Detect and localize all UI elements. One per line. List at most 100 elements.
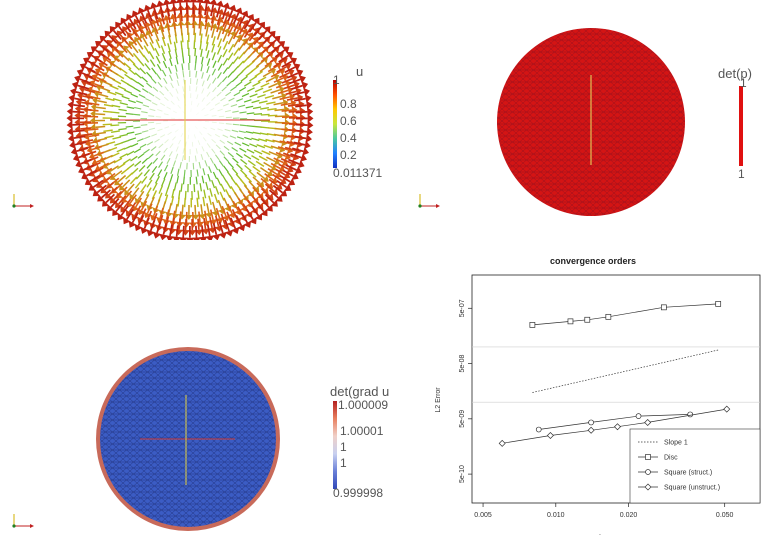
field-arrow — [109, 84, 119, 90]
field-arrow — [149, 127, 156, 131]
field-arrow-head — [275, 194, 283, 202]
field-arrow — [212, 77, 217, 84]
field-arrow — [261, 150, 271, 156]
field-arrow — [150, 77, 157, 84]
field-arrow — [118, 108, 127, 112]
field-arrow-head — [287, 178, 296, 186]
field-arrow-head — [205, 235, 215, 240]
field-arrow — [179, 17, 182, 29]
field-arrow — [279, 174, 291, 183]
field-arrow — [174, 129, 179, 133]
chart-title: convergence orders — [550, 256, 636, 266]
field-arrow — [87, 60, 99, 68]
field-arrow — [218, 122, 225, 124]
field-arrow — [148, 17, 154, 29]
field-arrow — [95, 106, 106, 110]
field-arrow — [234, 141, 242, 147]
field-arrow — [171, 189, 175, 198]
field-arrow — [113, 170, 123, 178]
field-arrow — [73, 135, 86, 139]
field-arrow — [149, 108, 156, 112]
field-arrow — [143, 194, 150, 204]
field-arrow — [236, 70, 244, 78]
field-arrow — [146, 141, 154, 146]
field-arrow-head — [276, 151, 283, 160]
field-arrow — [199, 10, 202, 22]
field-arrow — [271, 44, 282, 53]
field-arrow — [211, 36, 216, 46]
field-arrow — [209, 157, 214, 164]
field-arrow — [206, 151, 210, 158]
field-arrow — [216, 91, 222, 97]
field-arrow — [124, 190, 133, 200]
field-arrow — [163, 164, 169, 172]
field-arrow — [143, 45, 150, 54]
field-arrow — [89, 174, 101, 183]
field-arrow — [125, 172, 134, 180]
field-arrow — [239, 178, 248, 188]
field-arrow — [235, 152, 243, 159]
field-arrow — [214, 102, 220, 106]
field-arrow — [75, 91, 88, 96]
field-arrow-head — [99, 35, 107, 43]
field-arrow — [238, 15, 246, 27]
field-arrow-head — [252, 17, 260, 25]
field-arrow-head — [149, 214, 158, 221]
field-arrow — [78, 152, 90, 159]
mesh-plot-detp — [497, 28, 685, 216]
field-arrow — [211, 28, 216, 38]
field-arrow — [147, 26, 153, 37]
field-arrow — [262, 34, 273, 45]
field-arrow — [171, 217, 176, 229]
field-arrow — [206, 143, 211, 148]
field-arrow — [73, 104, 86, 108]
field-arrow-head — [224, 229, 234, 237]
field-arrow — [245, 131, 254, 134]
field-arrow — [152, 86, 159, 92]
field-arrow — [100, 86, 111, 92]
field-arrow — [174, 49, 178, 58]
field-arrow — [125, 125, 134, 128]
field-arrow — [166, 19, 171, 31]
series-line — [532, 303, 719, 326]
field-arrow-head — [134, 223, 143, 231]
field-arrow-head — [69, 140, 76, 149]
field-arrow — [215, 207, 221, 219]
field-arrow — [211, 114, 217, 117]
field-arrow — [257, 93, 266, 99]
field-arrow — [222, 16, 228, 27]
colorbar-title-detgradu: det(grad u — [330, 384, 390, 399]
field-arrow — [229, 135, 237, 139]
field-arrow-head — [280, 92, 287, 100]
field-arrow — [88, 134, 100, 138]
field-arrow — [134, 15, 142, 27]
field-arrow — [236, 163, 243, 171]
field-arrow — [93, 151, 105, 157]
field-arrow — [221, 23, 228, 35]
field-arrow — [217, 81, 223, 88]
field-arrow — [106, 160, 116, 167]
legend-label: Slope 1 — [664, 440, 688, 447]
field-arrow — [130, 155, 138, 162]
field-arrow — [202, 196, 206, 207]
field-arrow-head — [75, 159, 83, 168]
field-arrow-head — [284, 152, 291, 161]
field-arrow — [80, 158, 92, 165]
field-arrow — [147, 153, 154, 160]
field-arrow — [223, 165, 229, 173]
field-arrow — [243, 153, 252, 160]
field-arrow — [139, 143, 147, 149]
field-arrow — [140, 208, 147, 219]
field-arrow — [264, 193, 275, 204]
field-arrow — [136, 23, 143, 34]
field-arrow — [169, 143, 174, 149]
field-arrow — [294, 135, 307, 140]
field-arrow — [281, 78, 293, 84]
field-arrow — [132, 52, 141, 62]
field-arrow — [129, 194, 137, 204]
field-arrow — [96, 172, 107, 180]
field-arrow — [204, 210, 208, 222]
field-arrow-head — [145, 29, 153, 37]
field-arrow-head — [304, 94, 312, 103]
field-arrow — [81, 72, 94, 79]
